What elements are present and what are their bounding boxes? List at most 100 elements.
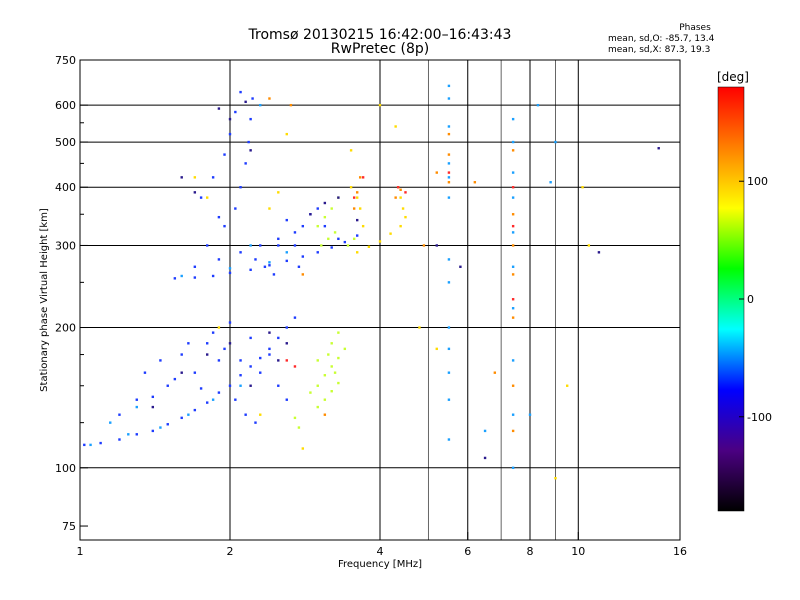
data-point (358, 176, 362, 179)
data-point (228, 132, 232, 136)
data-point (389, 232, 392, 235)
data-point (511, 298, 515, 301)
y-tick-label: 100 (55, 462, 76, 475)
data-point (211, 398, 215, 401)
data-point (549, 181, 552, 184)
data-point (211, 176, 215, 179)
data-point (272, 273, 276, 276)
y-tick-label: 600 (55, 99, 76, 112)
data-point (109, 421, 112, 424)
grid-layer (80, 60, 680, 540)
data-point (228, 342, 232, 345)
data-point (337, 331, 340, 334)
data-point (378, 240, 382, 243)
data-point (447, 176, 451, 179)
data-point (355, 191, 359, 194)
data-point (217, 391, 221, 394)
data-point (536, 103, 540, 107)
data-point (323, 224, 327, 228)
data-point (228, 271, 232, 275)
data-point (285, 342, 288, 345)
data-point (316, 207, 319, 210)
data-point (447, 398, 451, 401)
data-point (337, 237, 340, 241)
x-tick-label: 1 (77, 545, 84, 558)
data-point (404, 215, 407, 219)
data-point (268, 353, 271, 356)
data-point (217, 326, 221, 329)
data-point (205, 196, 209, 199)
data-point (223, 347, 226, 351)
data-point (330, 365, 333, 368)
data-point (239, 186, 242, 189)
data-point (316, 224, 319, 228)
data-point (418, 326, 421, 329)
data-point (259, 413, 262, 416)
data-point (327, 237, 330, 241)
x-tick-label: 2 (227, 545, 234, 558)
data-point (285, 132, 288, 136)
data-point (135, 433, 138, 436)
data-point (159, 359, 162, 362)
data-point (249, 149, 252, 152)
data-point (217, 107, 221, 110)
data-point (355, 251, 359, 254)
data-point (447, 171, 451, 174)
x-tick-label: 6 (464, 545, 471, 558)
x-tick-label: 8 (527, 545, 534, 558)
data-point (223, 224, 226, 228)
data-point (143, 371, 147, 374)
data-point (330, 390, 333, 393)
data-point (473, 181, 477, 184)
data-point (89, 443, 92, 447)
data-point (166, 384, 169, 387)
data-point (259, 103, 262, 107)
data-point (277, 244, 280, 247)
data-point (447, 196, 451, 199)
data-point (367, 245, 371, 249)
data-point (289, 103, 293, 107)
data-point (447, 347, 451, 351)
data-point (447, 84, 451, 88)
data-point (528, 413, 532, 416)
colorbar-ticks: 100 0 -100 (739, 175, 772, 424)
data-point (166, 423, 169, 426)
data-point (249, 365, 252, 368)
data-point (323, 374, 327, 377)
data-point (581, 186, 584, 189)
data-point (355, 196, 359, 199)
data-point (511, 149, 515, 152)
data-point (511, 186, 515, 189)
data-point (118, 413, 121, 416)
data-point (239, 251, 242, 254)
chart-title: Tromsø 20130215 16:42:00–16:43:43 (248, 27, 512, 43)
data-point (193, 408, 197, 412)
data-point (447, 281, 451, 284)
data-point (205, 244, 209, 247)
data-point (447, 326, 451, 329)
data-point (511, 316, 515, 319)
data-point (118, 438, 121, 441)
data-point (511, 171, 515, 174)
data-point (277, 384, 280, 387)
data-point (234, 110, 237, 114)
data-point (597, 251, 601, 254)
data-point (316, 405, 319, 409)
data-point (394, 125, 397, 128)
data-point (239, 374, 242, 377)
y-tick-label: 200 (55, 322, 76, 335)
data-point (301, 273, 305, 276)
data-point (330, 246, 333, 249)
data-point (285, 359, 288, 362)
data-point (511, 466, 515, 470)
data-point (511, 224, 515, 228)
data-point (330, 207, 333, 210)
data-point (180, 353, 183, 356)
data-point (309, 213, 312, 216)
data-point (352, 237, 356, 241)
data-point (180, 371, 183, 374)
data-point (511, 384, 515, 387)
data-point (361, 176, 365, 179)
data-point (228, 321, 232, 324)
data-point (447, 258, 451, 261)
